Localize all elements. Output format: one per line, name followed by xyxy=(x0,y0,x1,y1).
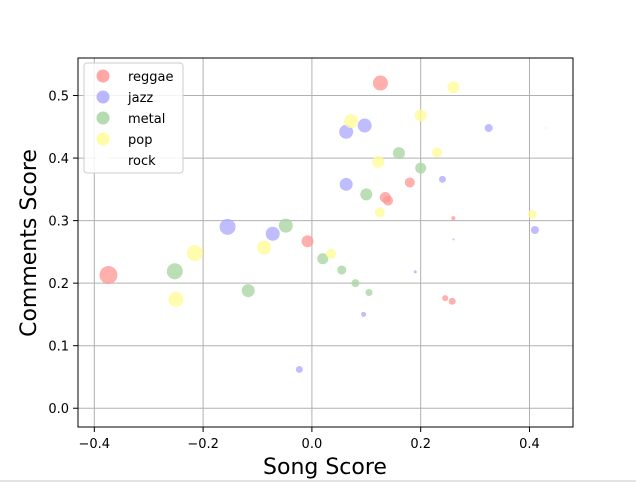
pop-point xyxy=(168,291,184,307)
legend-label-pop: pop xyxy=(128,133,152,148)
x-tick-label: 0.4 xyxy=(519,437,540,452)
jazz-point xyxy=(265,226,280,241)
jazz-point xyxy=(484,124,493,133)
pop-point xyxy=(544,127,547,130)
y-tick-label: 0.1 xyxy=(48,340,69,355)
jazz-point xyxy=(339,177,353,191)
legend-marker-metal xyxy=(96,111,110,125)
metal-point xyxy=(337,265,347,275)
x-tick-label: −0.2 xyxy=(187,437,219,452)
legend-label-jazz: jazz xyxy=(127,91,153,106)
reggae-point xyxy=(404,177,415,188)
jazz-point xyxy=(219,218,236,235)
metal-point xyxy=(365,289,373,297)
metal-point xyxy=(392,147,405,160)
pop-point xyxy=(374,207,385,218)
pop-point xyxy=(344,114,359,129)
series-reggae xyxy=(99,75,456,305)
y-axis-title: Comments Score xyxy=(17,149,42,337)
reggae-point xyxy=(451,216,456,221)
x-axis-title: Song Score xyxy=(263,455,387,480)
metal-point xyxy=(278,218,293,233)
x-tick-label: 0.0 xyxy=(302,437,323,452)
y-tick-label: 0.5 xyxy=(48,90,69,105)
jazz-point xyxy=(452,238,455,241)
series-metal xyxy=(166,147,427,298)
legend-marker-rock xyxy=(96,153,110,167)
reggae-point xyxy=(372,75,388,91)
pop-point xyxy=(186,245,203,262)
reggae-point xyxy=(448,297,456,305)
y-tick-label: 0.3 xyxy=(48,215,69,230)
pop-point xyxy=(257,240,272,255)
data-points xyxy=(99,75,547,373)
pop-point xyxy=(414,109,427,122)
y-tick-label: 0.4 xyxy=(48,152,69,167)
metal-point xyxy=(415,162,427,174)
reggae-point xyxy=(442,295,449,302)
y-tick-label: 0.2 xyxy=(48,277,69,292)
jazz-point xyxy=(530,225,539,234)
pop-point xyxy=(325,248,336,259)
x-tick-label: −0.4 xyxy=(79,437,111,452)
legend-label-metal: metal xyxy=(128,112,165,127)
jazz-point xyxy=(361,311,367,317)
legend-label-reggae: reggae xyxy=(128,70,174,85)
metal-point xyxy=(241,284,255,298)
series-pop xyxy=(168,81,547,307)
metal-point xyxy=(351,279,360,288)
metal-point xyxy=(166,263,183,280)
legend-label-rock: rock xyxy=(128,154,156,169)
jazz-point xyxy=(357,118,372,133)
legend-box xyxy=(83,62,184,174)
jazz-point xyxy=(339,124,354,139)
legend-marker-jazz xyxy=(96,90,110,104)
reggae-point xyxy=(301,235,314,248)
reggae-point xyxy=(99,266,118,285)
pop-point xyxy=(432,147,443,158)
pop-point xyxy=(372,155,385,168)
legend-marker-pop xyxy=(96,132,110,146)
jazz-point xyxy=(295,365,303,373)
metal-point xyxy=(317,253,329,265)
metal-point xyxy=(360,188,373,201)
jazz-point xyxy=(413,270,417,274)
pop-point xyxy=(447,81,460,94)
y-tick-label: 0.0 xyxy=(48,402,69,417)
jazz-point xyxy=(438,175,446,183)
legend-marker-reggae xyxy=(96,69,110,83)
pop-point xyxy=(527,209,537,219)
axis-ticks: −0.4 −0.2 0.0 0.2 0.4 0.0 0.1 0.2 0.3 0.4 0.5 xyxy=(48,90,540,452)
x-tick-label: 0.2 xyxy=(410,437,431,452)
legend: reggae jazz metal pop rock xyxy=(83,62,184,174)
plot-frame xyxy=(77,57,574,428)
series-jazz xyxy=(219,118,539,373)
reggae-point xyxy=(383,195,394,206)
